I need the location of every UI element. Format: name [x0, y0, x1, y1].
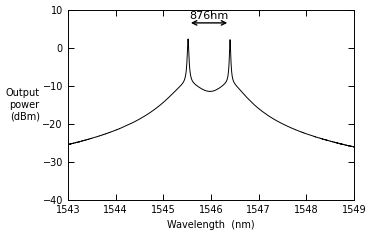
Y-axis label: Output
power
(dBm): Output power (dBm) [6, 88, 40, 121]
X-axis label: Wavelength  (nm): Wavelength (nm) [167, 220, 255, 230]
Text: 876nm: 876nm [189, 11, 229, 21]
